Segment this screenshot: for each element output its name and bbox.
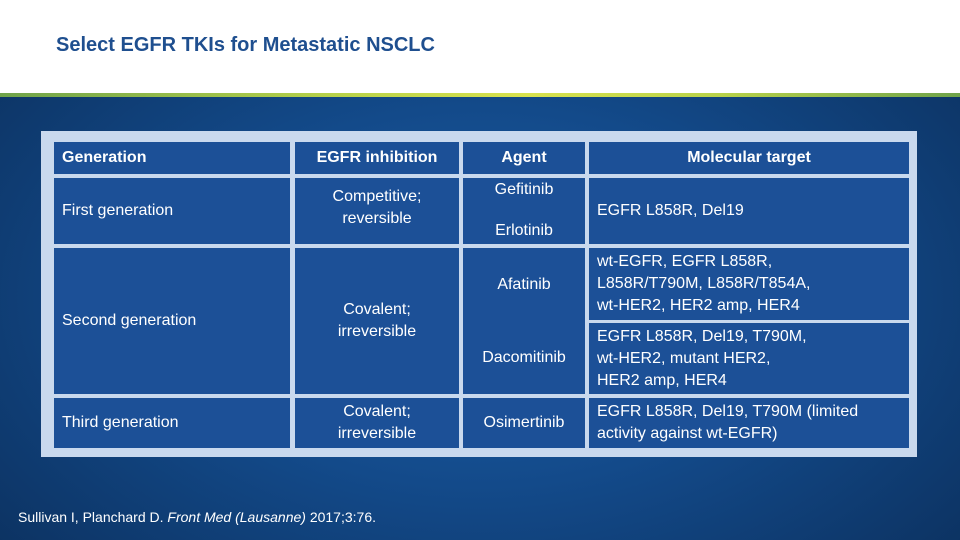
row2-agent-cell — [463, 248, 585, 394]
agent-gefitinib: Gefitinib — [494, 181, 554, 198]
agent-dacomitinib: Dacomitinib — [482, 349, 566, 366]
citation-details: 2017;3:76. — [305, 509, 376, 525]
citation-journal: Front Med (Lausanne) — [167, 509, 306, 525]
row1-inhibition: Competitive; reversible — [295, 178, 459, 244]
row1-generation: First generation — [54, 178, 290, 244]
row2-target-a-line3: wt-HER2, HER2 amp, HER4 — [597, 297, 800, 314]
row2-inhibition-line1: Covalent; — [343, 301, 411, 318]
header-target: Molecular target — [589, 142, 909, 174]
row3-target-line1: EGFR L858R, Del19, T790M (limited — [597, 403, 859, 420]
row1-target: EGFR L858R, Del19 — [589, 178, 909, 244]
agent-erlotinib: Erlotinib — [495, 222, 553, 239]
header-inhibition: EGFR inhibition — [295, 142, 459, 174]
row2-target-a-line1: wt-EGFR, EGFR L858R, — [597, 253, 773, 270]
row2-target-d-line1: EGFR L858R, Del19, T790M, — [597, 327, 807, 345]
row2-target-d-line2: wt-HER2, mutant HER2, — [597, 349, 771, 367]
row1-inhibition-line2: reversible — [342, 210, 412, 227]
accent-rule — [0, 93, 960, 97]
slide-title: Select EGFR TKIs for Metastatic NSCLC — [56, 34, 435, 56]
row3-target: EGFR L858R, Del19, T790M (limited activi… — [589, 398, 909, 448]
row3-target-line2: activity against wt-EGFR) — [597, 425, 778, 442]
row2-inhibition-line2: irreversible — [337, 323, 417, 340]
row1-agent-cell — [463, 178, 585, 244]
row3-inhibition-line1: Covalent; — [343, 403, 411, 420]
header-agent: Agent — [463, 142, 585, 174]
row2-target-a-line2: L858R/T790M, L858R/T854A, — [597, 275, 811, 292]
row2-inhibition: Covalent; irreversible — [295, 248, 459, 394]
row2-target-d-line3: HER2 amp, HER4 — [597, 371, 727, 389]
agent-osimertinib: Osimertinib — [463, 398, 585, 448]
row2-target-dacomitinib: EGFR L858R, Del19, T790M, wt-HER2, mutan… — [589, 323, 909, 394]
agent-afatinib: Afatinib — [497, 276, 551, 293]
row2-target-afatinib: wt-EGFR, EGFR L858R, L858R/T790M, L858R/… — [589, 248, 909, 320]
row3-generation: Third generation — [54, 398, 290, 448]
citation-authors: Sullivan I, Planchard D. — [18, 509, 168, 525]
title-bar: Select EGFR TKIs for Metastatic NSCLC — [0, 0, 960, 96]
row3-inhibition: Covalent; irreversible — [295, 398, 459, 448]
header-generation: Generation — [54, 142, 290, 174]
row3-inhibition-line2: irreversible — [337, 425, 417, 442]
row2-generation: Second generation — [54, 248, 290, 394]
row1-inhibition-line1: Competitive; — [332, 188, 422, 205]
citation: Sullivan I, Planchard D. Front Med (Laus… — [18, 509, 376, 525]
